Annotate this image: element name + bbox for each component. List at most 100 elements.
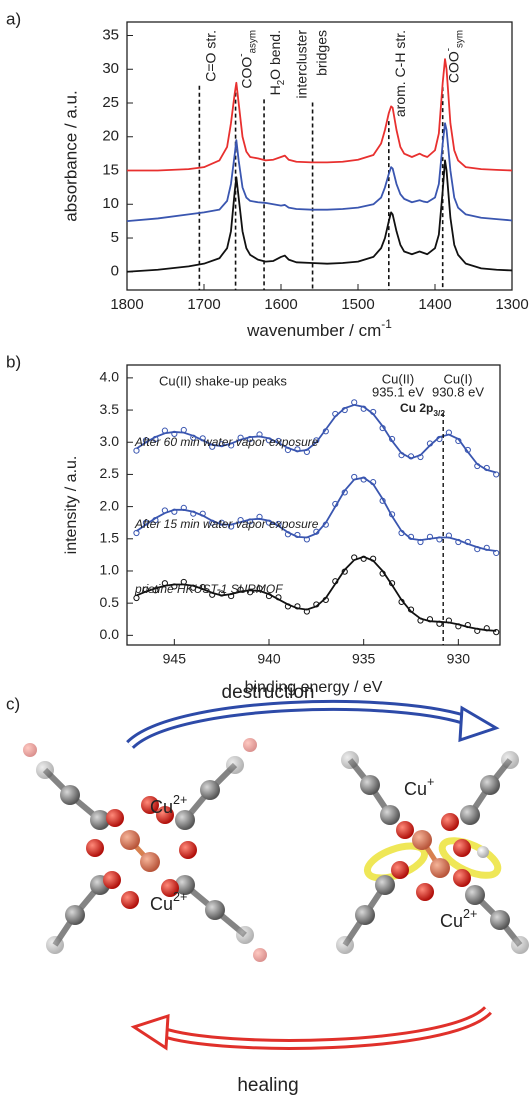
plot-frame [126, 364, 501, 646]
annotation-label-part: - [444, 48, 455, 51]
x-tick-label: 1300 [495, 296, 528, 313]
series-label: After 15 min water vapor exposure [134, 517, 319, 531]
annotation-label-part: COO [445, 51, 461, 83]
data-point [493, 629, 500, 636]
x-tick-label: 1500 [341, 296, 374, 313]
data-point [133, 447, 140, 454]
healing-arrow [130, 1005, 492, 1051]
y-tick-label: 15 [102, 161, 119, 178]
x-tick-label: 1400 [418, 296, 451, 313]
y-tick-label: 30 [102, 60, 119, 77]
y-tick-label: 1.5 [100, 529, 120, 545]
panel-label: c) [6, 694, 20, 713]
annotation-label-part: bridges [313, 30, 329, 76]
annotation-label-part: sym [455, 30, 466, 48]
annotation-label-part: arom. C-H str. [392, 30, 408, 117]
annotation-label: COO-sym [444, 30, 466, 83]
destruction-label: destruction [222, 682, 315, 703]
annotation-label: bridges [313, 30, 329, 76]
peak-label: 935.1 eV [372, 384, 424, 399]
annotation-label: H2O bend. [267, 30, 287, 95]
y-tick-label: 2.5 [100, 465, 120, 481]
x-tick-label: 940 [257, 651, 281, 667]
peak-label: Cu(I) [444, 371, 473, 386]
cu-label: Cu2+ [440, 907, 477, 930]
x-tick-label: 935 [352, 651, 376, 667]
y-axis-title: intensity / a.u. [63, 456, 80, 555]
y-tick-label: 10 [102, 195, 119, 212]
shake-up-label: Cu(II) shake-up peaks [159, 373, 287, 388]
fit-line [135, 476, 497, 552]
spectrum-line [126, 122, 513, 223]
y-tick-label: 3.0 [100, 433, 120, 449]
spectrum-line [127, 58, 513, 172]
cu-label: Cu+ [404, 775, 434, 798]
cu-label-part: Cu [150, 797, 173, 817]
cu-label-part: 2+ [173, 890, 187, 904]
cu-label: Cu2+ [150, 793, 187, 816]
y-tick-label: 0.5 [100, 594, 120, 610]
x-axis-title-part: wavenumber / cm [246, 321, 381, 340]
x-tick-label: 945 [163, 651, 187, 667]
x-axis-title-part: -1 [381, 317, 392, 331]
destruction-arrow [126, 699, 500, 750]
panel-label: b) [6, 352, 21, 371]
y-tick-label: 3.5 [100, 401, 120, 417]
spectrum-line [126, 159, 513, 273]
cu-label-part: Cu [404, 779, 427, 799]
annotation-label: intercluster [293, 30, 309, 99]
annotation-label: arom. C-H str. [392, 30, 408, 117]
x-axis-title: binding energy / eV [245, 679, 383, 696]
line-label-part: 3/2 [433, 408, 445, 418]
annotation-label-part: C=O str. [202, 30, 218, 82]
x-tick-label: 1800 [110, 296, 143, 313]
data-point [133, 529, 140, 537]
annotation-label-part: COO [238, 57, 254, 89]
series-label: pristine HKUST-1 SURMOF [134, 582, 283, 596]
chart-scatter: b) 945 940 935 930 0.0 0.5 1.0 1.5 2.0 2.5 3.0 3.5 4.… [6, 352, 501, 696]
line-label: Cu 2p3/2 [400, 401, 445, 418]
panel-c: c) destruction healing [6, 682, 529, 1096]
cu-label: Cu2+ [150, 890, 187, 913]
x-tick-label: 930 [447, 651, 471, 667]
fit-line [136, 555, 497, 632]
y-tick-label: 35 [102, 26, 119, 43]
y-tick-label: 25 [102, 94, 119, 111]
annotation-label-part: asym [248, 30, 259, 53]
peak-label: Cu(II) [382, 371, 415, 386]
series-label: After 60 min water vapor exposure [134, 435, 319, 449]
line-label-part: Cu 2p [400, 401, 433, 415]
y-tick-label: 2.0 [100, 497, 120, 513]
x-tick-label: 1700 [187, 296, 220, 313]
annotation-label-part: O bend. [267, 30, 283, 80]
y-tick-label: 5 [111, 229, 119, 246]
molecule-right [336, 751, 529, 954]
cu-label-part: 2+ [173, 793, 187, 807]
y-tick-label: 4.0 [100, 369, 120, 385]
x-tick-label: 1600 [264, 296, 297, 313]
annotation-label-part: intercluster [293, 30, 309, 99]
y-tick-label: 1.0 [100, 562, 120, 578]
annotation-label-part: H [267, 85, 283, 95]
annotation-label: C=O str. [202, 30, 218, 82]
panel-label: a) [6, 9, 21, 28]
chart-line: a) 1800 1700 1600 1500 1400 1300 0 5 10 15 20 25 30 35… [6, 9, 529, 340]
y-tick-label: 20 [102, 128, 119, 145]
annotation-label-part: 2 [276, 80, 287, 85]
cu-label-part: Cu [440, 911, 463, 931]
plot-frame [126, 21, 513, 291]
fit-line [135, 403, 497, 474]
y-tick-label: 0 [111, 263, 119, 280]
y-axis-title: absorbance / a.u. [61, 90, 80, 221]
plot-area [133, 399, 500, 636]
cu-label-part: + [427, 775, 434, 789]
y-tick-label: 0.0 [100, 626, 120, 642]
annotation-label: COO-asym [237, 30, 259, 89]
cu-label-part: Cu [150, 894, 173, 914]
data-point [133, 594, 140, 602]
peak-label: 930.8 eV [432, 384, 484, 399]
annotation-label-part: - [237, 53, 248, 56]
healing-label: healing [237, 1075, 298, 1096]
x-axis-title: wavenumber / cm-1 [246, 317, 392, 340]
